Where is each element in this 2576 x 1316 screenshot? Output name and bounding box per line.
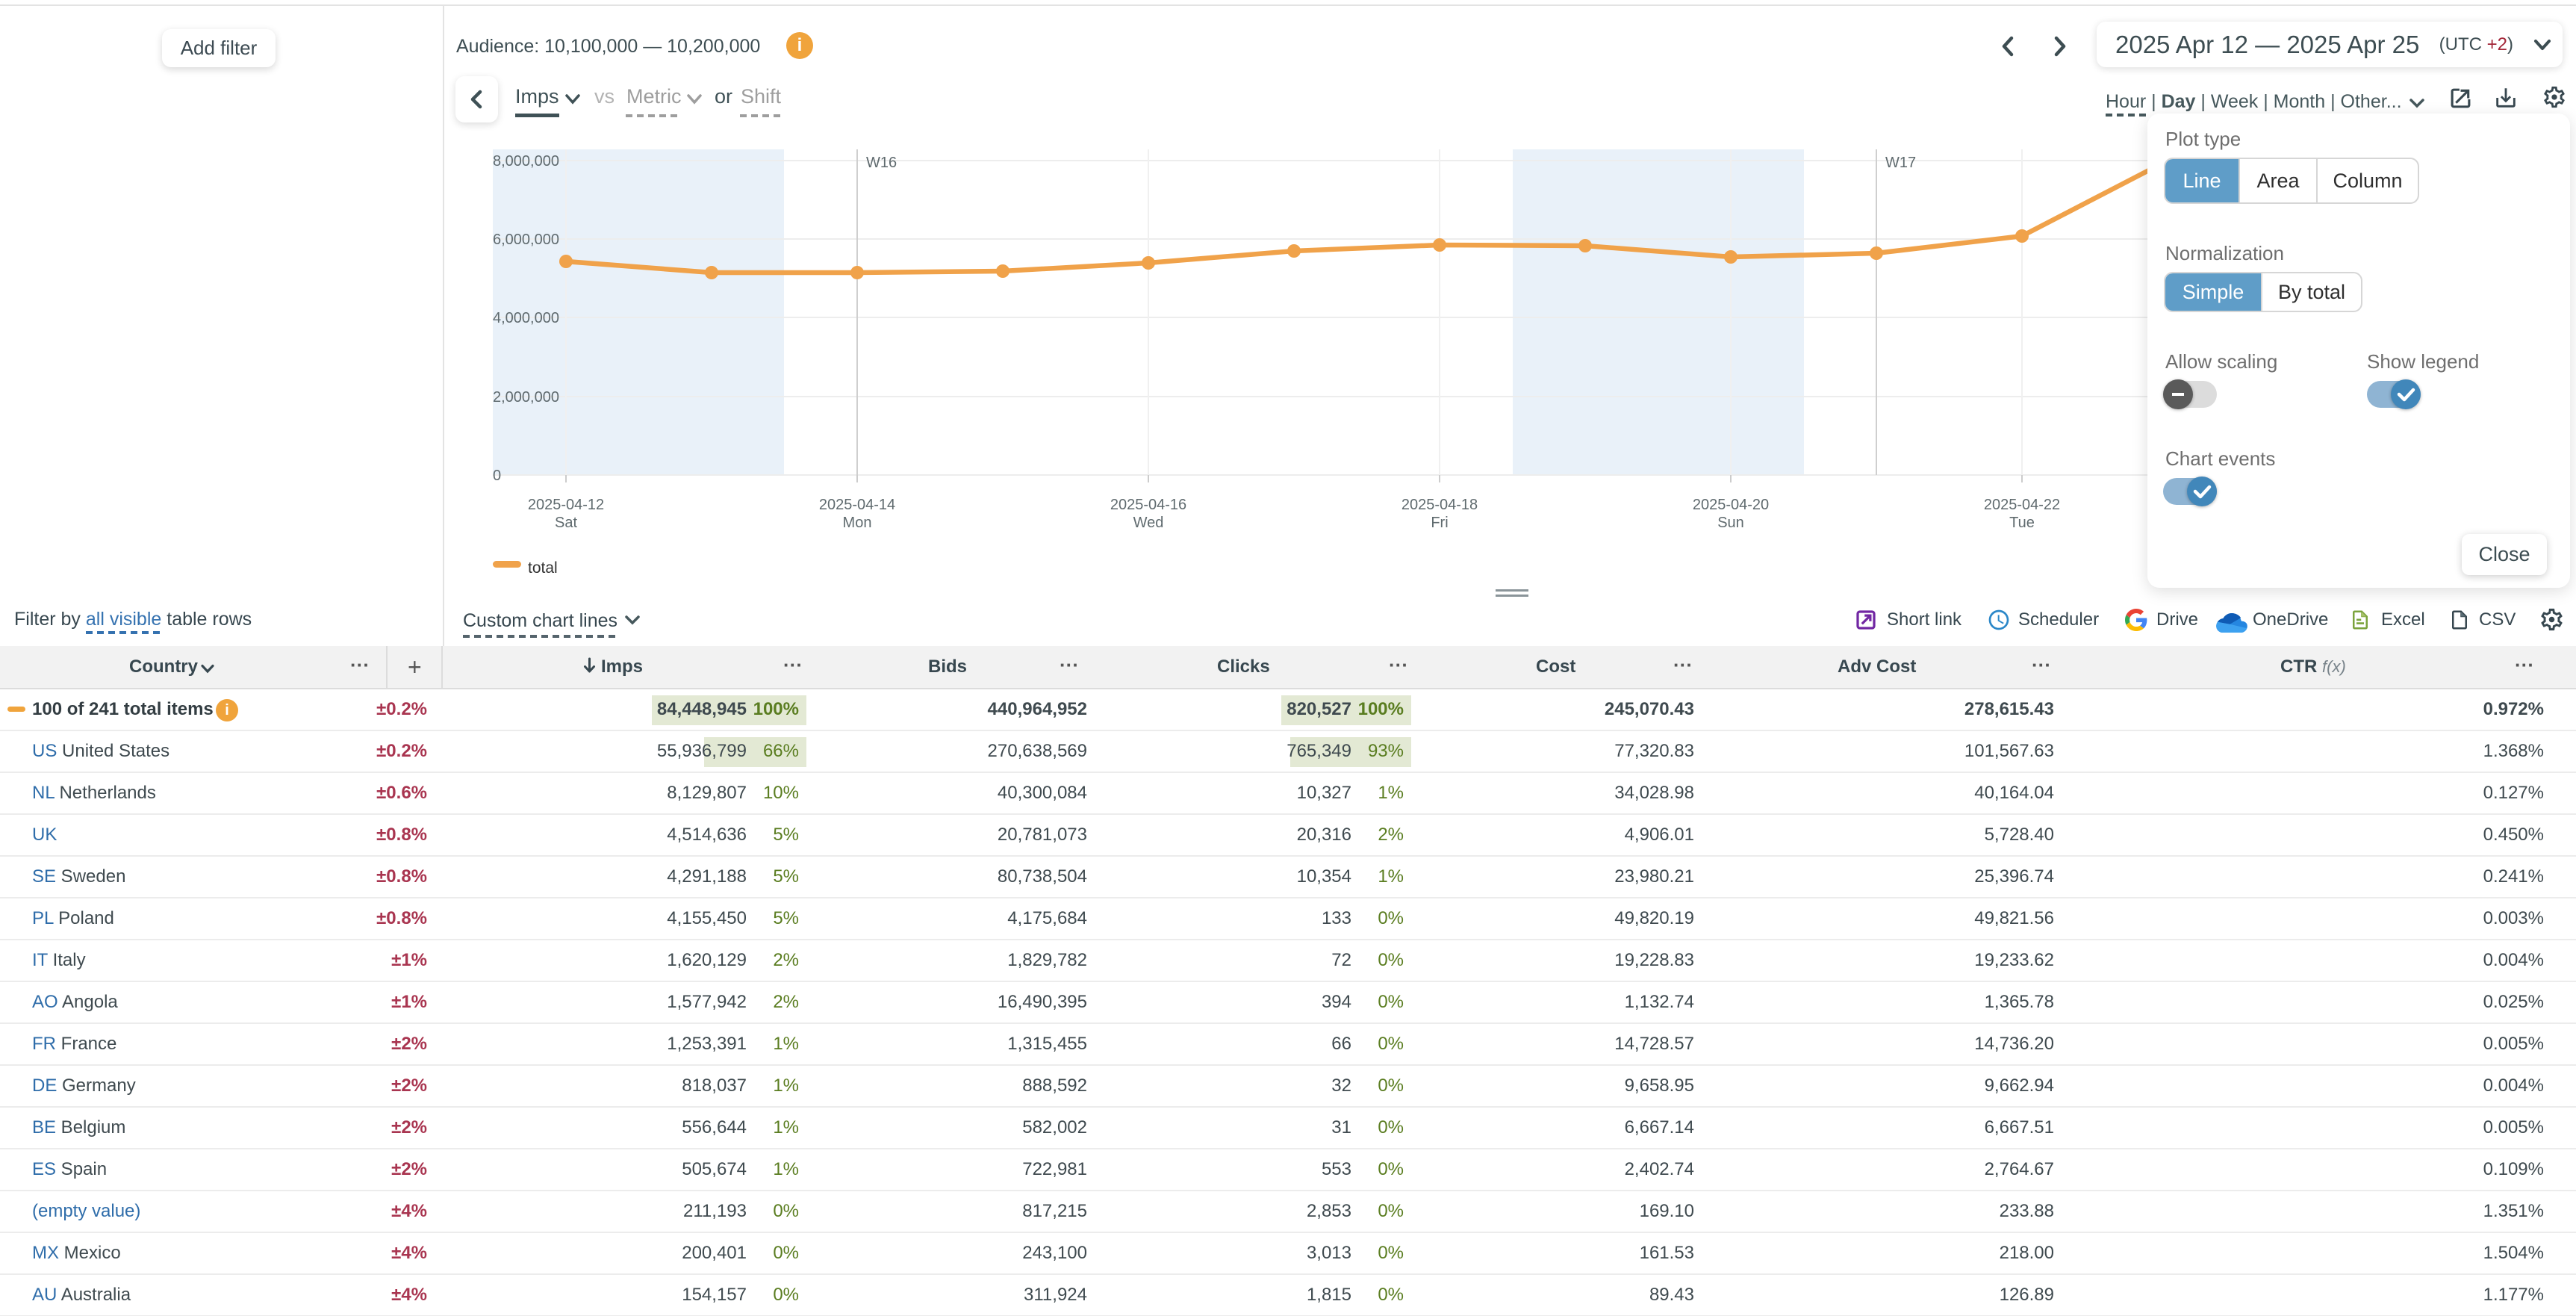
svg-text:W17: W17 xyxy=(1885,155,1916,171)
svg-text:2025-04-20: 2025-04-20 xyxy=(1693,497,1769,513)
svg-text:Fri: Fri xyxy=(1431,515,1448,531)
svg-text:4,000,000: 4,000,000 xyxy=(493,310,559,326)
svg-text:Wed: Wed xyxy=(1133,515,1164,531)
svg-text:2025-04-22: 2025-04-22 xyxy=(1984,497,2060,513)
svg-text:Tue: Tue xyxy=(2009,515,2035,531)
svg-text:Sun: Sun xyxy=(1717,515,1744,531)
svg-text:Sat: Sat xyxy=(555,515,577,531)
svg-text:Mon: Mon xyxy=(843,515,872,531)
svg-text:6,000,000: 6,000,000 xyxy=(493,232,559,248)
svg-text:2025-04-16: 2025-04-16 xyxy=(1110,497,1186,513)
svg-text:0: 0 xyxy=(493,468,501,484)
svg-text:2,000,000: 2,000,000 xyxy=(493,389,559,406)
svg-text:2025-04-18: 2025-04-18 xyxy=(1401,497,1478,513)
svg-text:2025-04-14: 2025-04-14 xyxy=(819,497,895,513)
svg-text:W16: W16 xyxy=(866,155,897,171)
svg-text:2025-04-12: 2025-04-12 xyxy=(528,497,604,513)
svg-text:8,000,000: 8,000,000 xyxy=(493,153,559,170)
svg-text:total: total xyxy=(528,559,558,577)
